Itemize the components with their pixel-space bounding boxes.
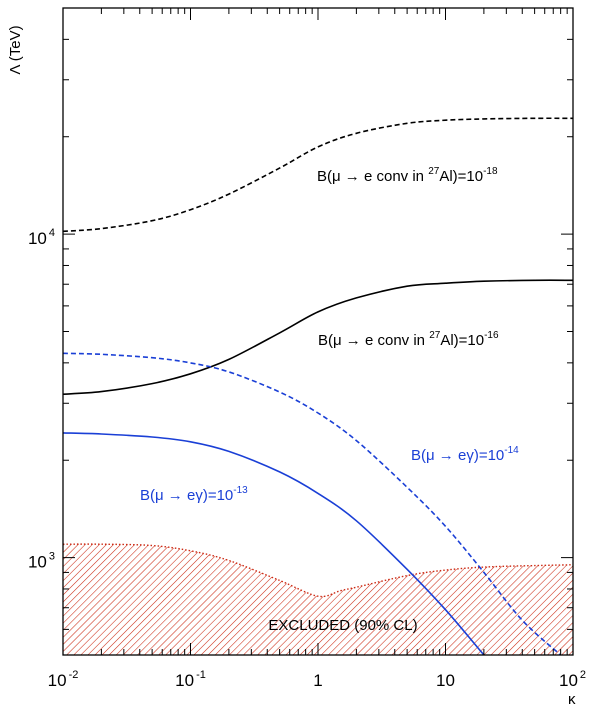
excluded-label: EXCLUDED (90% CL) xyxy=(268,617,417,634)
y-tick-label: 10 3 xyxy=(28,551,55,572)
x-axis-label: κ xyxy=(568,691,576,708)
x-tick-label: 10 -1 xyxy=(175,669,206,690)
y-axis-label: Λ (TeV) xyxy=(7,25,24,74)
series-layer xyxy=(63,117,573,655)
series-line-conv18 xyxy=(63,117,573,233)
curve-label-meg13: B(μ → eγ)=10-13 xyxy=(140,485,248,504)
labels-layer: B(μ → e conv in 27Al)=10-18 B(μ → e conv … xyxy=(140,166,519,504)
curve-label-conv18: B(μ → e conv in 27Al)=10-18 xyxy=(317,166,498,185)
x-tick-label: 10 2 xyxy=(559,669,586,690)
x-tick-label: 10 xyxy=(436,671,455,690)
x-tick-label: 1 xyxy=(313,671,322,690)
y-tick-label: 10 4 xyxy=(28,227,55,248)
excluded-region-fill xyxy=(63,544,573,655)
excluded-region-layer xyxy=(63,543,573,655)
curve-label-meg14: B(μ → eγ)=10-14 xyxy=(411,445,519,464)
series-line-meg13 xyxy=(63,432,485,655)
x-tick-label: 10 -2 xyxy=(48,669,79,690)
series-line-conv16 xyxy=(63,279,573,395)
curve-label-conv16: B(μ → e conv in 27Al)=10-16 xyxy=(318,330,499,349)
series-line-meg14 xyxy=(63,352,562,655)
